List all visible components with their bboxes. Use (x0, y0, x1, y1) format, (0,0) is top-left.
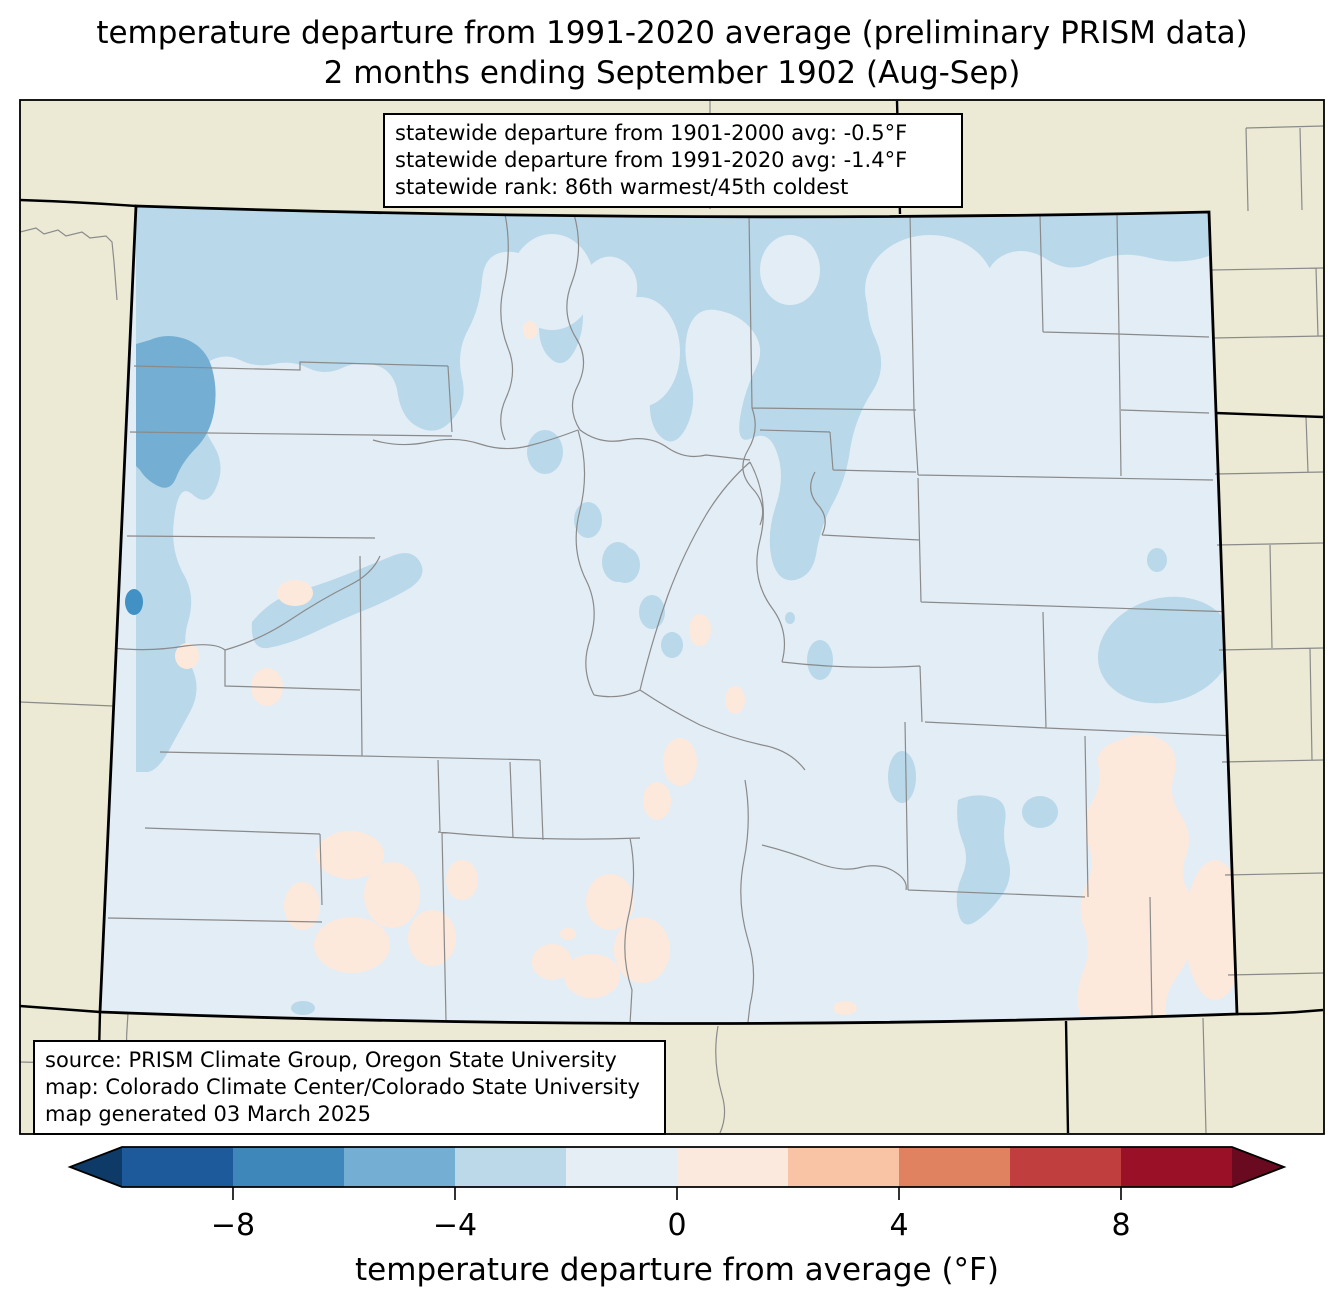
county-lines-colorado (107, 212, 1237, 1024)
colorbar-axis-label: temperature departure from average (°F) (355, 1252, 999, 1288)
source-line: source: PRISM Climate Group, Oregon Stat… (45, 1048, 617, 1072)
colorbar-segment (899, 1147, 1010, 1187)
colorbar-segment (677, 1147, 788, 1187)
stats-line-rank: statewide rank: 86th warmest/45th coldes… (395, 175, 849, 199)
colorbar-tick-label: 0 (667, 1208, 686, 1243)
departure-patch-neg6-neg4 (136, 336, 216, 488)
map-credit-line: map: Colorado Climate Center/Colorado St… (45, 1075, 640, 1099)
colorbar: −8 −4 0 4 8 temperature departure from a… (67, 1146, 1287, 1288)
colorbar-tick-label: 8 (1111, 1208, 1130, 1243)
stats-line-1991-2020: statewide departure from 1991-2020 avg: … (395, 148, 908, 172)
colorado-border (98, 204, 1239, 1025)
colorbar-tick-marks (232, 1187, 1122, 1200)
stats-box: statewide departure from 1901-2000 avg: … (383, 113, 963, 208)
colorbar-segment (1121, 1147, 1232, 1187)
colorbar-outline (67, 1146, 1287, 1188)
figure-title: temperature departure from 1991-2020 ave… (0, 13, 1344, 93)
departure-band-neg4-neg2 (136, 206, 1233, 1015)
stats-line-1901-2000: statewide departure from 1901-2000 avg: … (395, 121, 908, 145)
colorbar-segment (122, 1147, 233, 1187)
colorbar-segment (455, 1147, 566, 1187)
colorbar-segment (233, 1147, 344, 1187)
title-line-1: temperature departure from 1991-2020 ave… (96, 15, 1248, 51)
colorado-shape (100, 206, 1237, 1024)
colorbar-segment (788, 1147, 899, 1187)
colorbar-tick-label: −8 (211, 1208, 255, 1243)
colorbar-tick-label: −4 (433, 1208, 477, 1243)
departure-spot-neg8-neg6 (125, 589, 143, 615)
colorbar-segment (344, 1147, 455, 1187)
map-frame (19, 99, 1325, 1135)
departure-patches-0-2 (175, 321, 1237, 1016)
colorbar-under-arrow (70, 1147, 122, 1187)
generated-date-line: map generated 03 March 2025 (45, 1102, 372, 1126)
colorbar-over-arrow (1232, 1147, 1284, 1187)
source-box: source: PRISM Climate Group, Oregon Stat… (33, 1040, 666, 1135)
colorbar-segment (1010, 1147, 1121, 1187)
colorbar-segment (566, 1147, 677, 1187)
title-line-2: 2 months ending September 1902 (Aug-Sep) (323, 55, 1021, 91)
band-holes (510, 234, 995, 407)
colorbar-tick-label: 4 (889, 1208, 908, 1243)
